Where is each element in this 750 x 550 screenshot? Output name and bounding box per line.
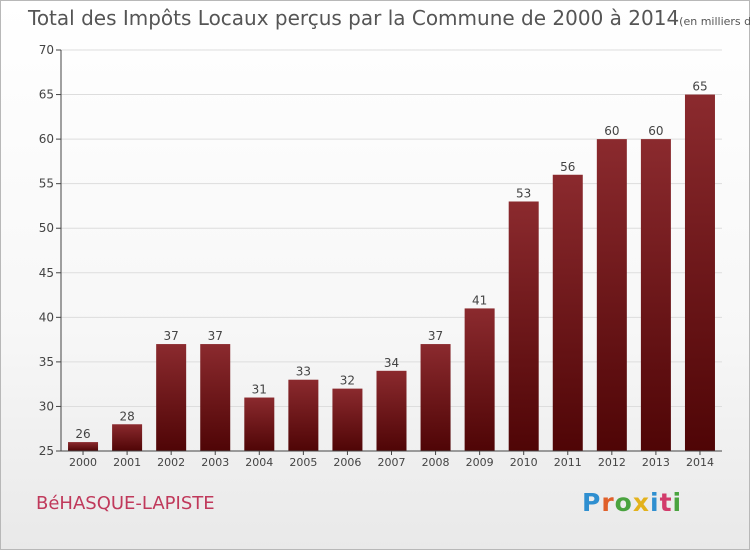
y-tick-label: 35 <box>39 355 54 369</box>
axes: 25 30 35 40 45 50 55 60 65 70 2000 2001 2002 2003 2004… <box>39 43 722 469</box>
y-tick-label: 65 <box>39 88 54 102</box>
bar-value-label: 31 <box>252 383 267 397</box>
bar-value-label: 37 <box>164 329 179 343</box>
bar <box>200 344 231 451</box>
bar <box>552 174 583 451</box>
bar <box>684 94 715 452</box>
bar-value-label: 32 <box>340 374 355 388</box>
bar-value-label: 37 <box>208 329 223 343</box>
y-tick-label: 70 <box>39 43 54 57</box>
chart-title-text: Total des Impôts Locaux perçus par la Co… <box>28 6 680 30</box>
logo-letter: r <box>601 488 615 517</box>
chart-title: Total des Impôts Locaux perçus par la Co… <box>28 6 750 30</box>
chart-title-unit: (en milliers d'€) <box>679 15 750 28</box>
x-tick-label: 2014 <box>686 456 714 469</box>
bar <box>332 388 363 451</box>
x-tick-label: 2013 <box>642 456 670 469</box>
bars: 26 28 37 37 31 33 32 34 37 41 53 56 60 60 65 <box>68 80 715 452</box>
logo-letter: x <box>632 488 650 517</box>
proxiti-logo[interactable]: Proxiti <box>582 488 682 517</box>
x-tick-label: 2006 <box>333 456 361 469</box>
bar <box>596 139 627 451</box>
bar-value-label: 60 <box>604 124 619 138</box>
y-tick-label: 40 <box>39 310 54 324</box>
y-tick-label: 60 <box>39 132 54 146</box>
x-tick-label: 2011 <box>554 456 582 469</box>
x-tick-label: 2000 <box>69 456 97 469</box>
bar <box>508 201 539 451</box>
y-tick-label: 25 <box>39 444 54 458</box>
x-tick-label: 2003 <box>201 456 229 469</box>
bar-value-label: 34 <box>384 356 399 370</box>
bar-value-label: 65 <box>692 80 707 94</box>
bar-value-label: 33 <box>296 365 311 379</box>
bar-value-label: 41 <box>472 293 487 307</box>
bar <box>464 308 495 451</box>
x-tick-label: 2001 <box>113 456 141 469</box>
logo-letter: P <box>582 488 602 517</box>
x-tick-label: 2012 <box>598 456 626 469</box>
bar <box>420 344 451 451</box>
bar-value-label: 53 <box>516 186 531 200</box>
x-tick-label: 2005 <box>289 456 317 469</box>
bar <box>640 139 671 451</box>
x-tick-label: 2002 <box>157 456 185 469</box>
bar <box>244 397 275 451</box>
logo-letter: o <box>614 488 633 517</box>
logo-letter: i <box>650 488 660 517</box>
bar <box>156 344 187 451</box>
commune-name: BéHASQUE-LAPISTE <box>36 493 215 514</box>
logo-letter: t <box>659 488 673 517</box>
y-tick-label: 55 <box>39 177 54 191</box>
x-tick-label: 2008 <box>422 456 450 469</box>
bar-value-label: 26 <box>75 427 90 441</box>
bar <box>376 370 407 451</box>
x-tick-label: 2010 <box>510 456 538 469</box>
bar-value-label: 60 <box>648 124 663 138</box>
logo-letter: i <box>672 488 683 517</box>
y-tick-label: 45 <box>39 266 54 280</box>
bar <box>68 442 99 451</box>
y-tick-label: 50 <box>39 221 54 235</box>
x-tick-label: 2007 <box>378 456 406 469</box>
x-tick-label: 2009 <box>466 456 494 469</box>
bar-value-label: 28 <box>119 409 134 423</box>
bar-value-label: 56 <box>560 160 575 174</box>
bar <box>288 379 319 451</box>
x-tick-label: 2004 <box>245 456 273 469</box>
bar <box>112 424 143 451</box>
bar-value-label: 37 <box>428 329 443 343</box>
y-tick-label: 30 <box>39 399 54 413</box>
